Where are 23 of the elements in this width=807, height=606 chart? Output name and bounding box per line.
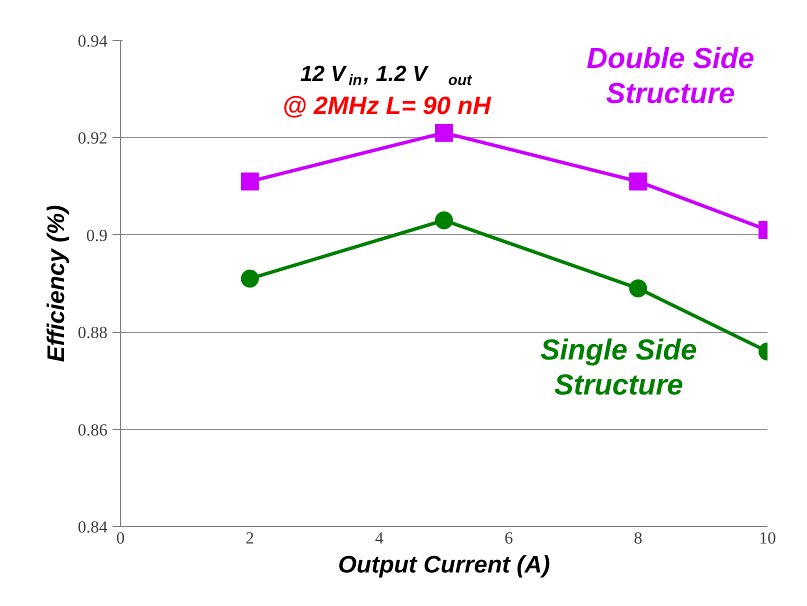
x-tick-label: 2 [246, 528, 254, 548]
x-tick-label: 4 [375, 528, 384, 548]
series-label: Double Side Structure [586, 42, 754, 110]
point [629, 172, 648, 190]
x-axis-title: Output Current (A) [338, 552, 550, 578]
x-tick-label: 10 [759, 528, 776, 548]
y-tick-label: 0.84 [78, 518, 108, 536]
annotation: @ 2MHz L= 90 nH [282, 92, 492, 120]
point [435, 124, 453, 142]
point [435, 211, 453, 230]
y-tick-label: 0.88 [78, 323, 108, 342]
x-tick-label: 0 [116, 528, 125, 548]
point [240, 172, 259, 190]
y-tick-label: 0.86 [78, 420, 108, 440]
y-axis-title: Efficiency (%) [42, 205, 70, 362]
series-label: Single Side Structure [540, 334, 697, 402]
y-tick-label: 0.92 [78, 128, 108, 148]
point [240, 270, 259, 288]
x-tick-label: 8 [634, 528, 642, 548]
y-tick-label: 0.94 [78, 32, 108, 50]
x-tick-label: 6 [504, 528, 513, 548]
y-tick-label: 0.9 [86, 226, 108, 245]
point [629, 279, 648, 298]
